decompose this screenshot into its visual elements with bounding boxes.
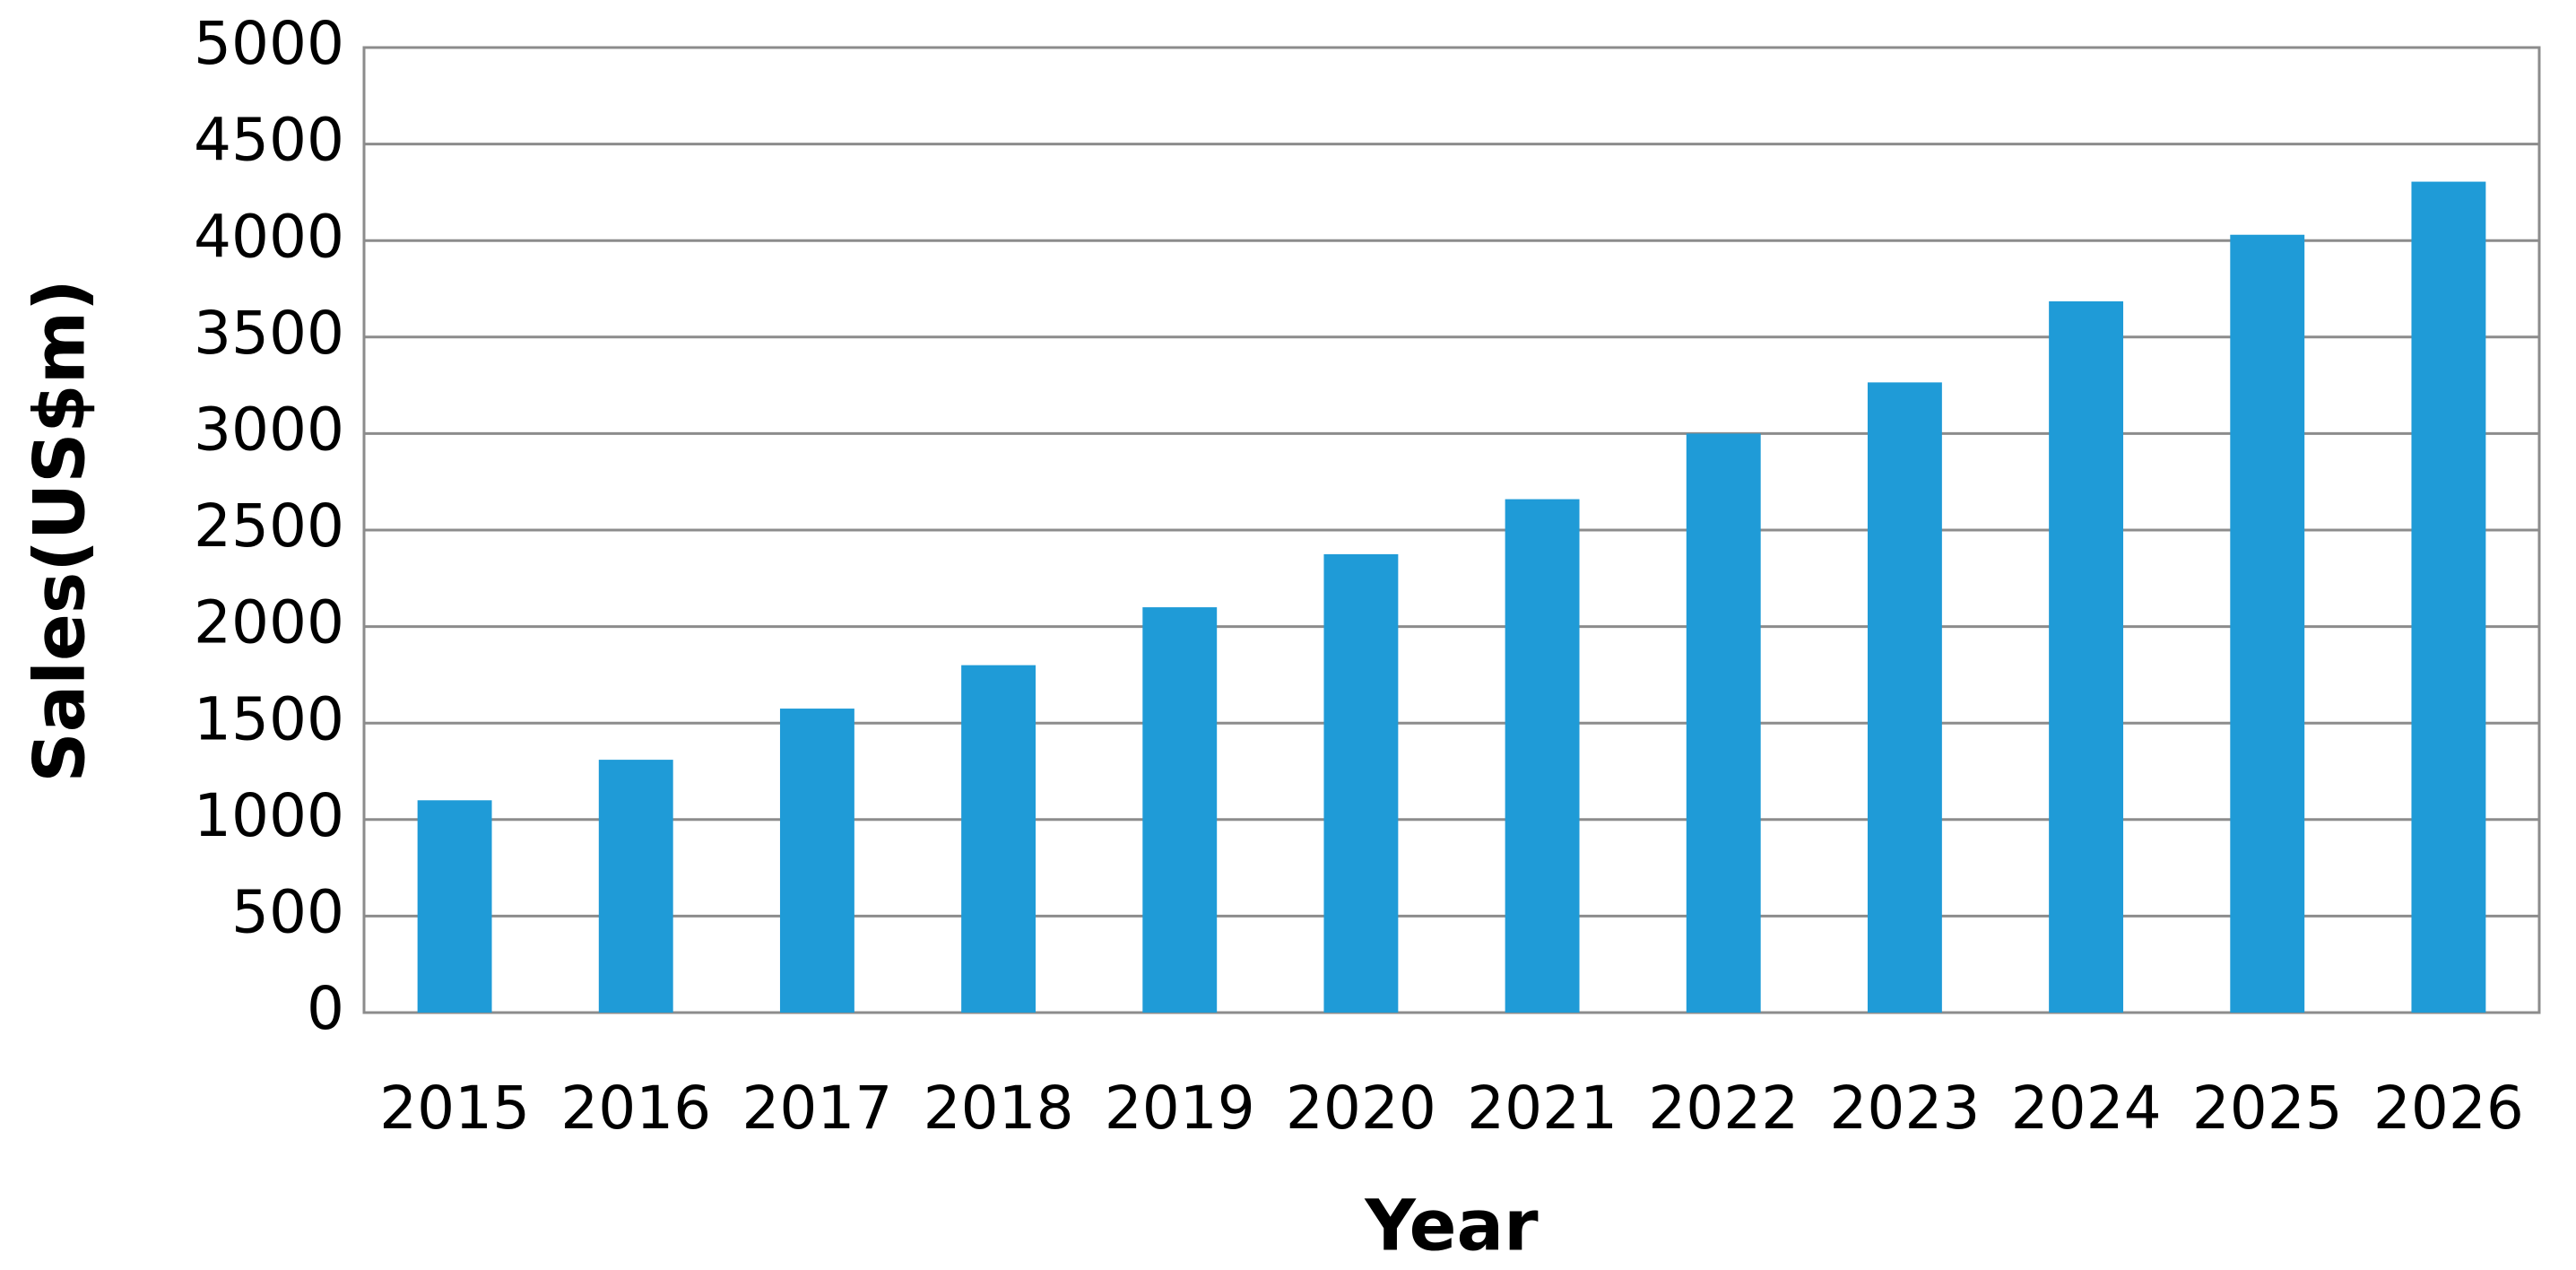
bar — [417, 800, 492, 1013]
y-axis-title: Sales(US$m) — [20, 279, 100, 782]
bar — [1686, 433, 1761, 1013]
bar — [1867, 382, 1942, 1013]
y-tick-label: 5000 — [194, 9, 344, 78]
x-tick-label: 2022 — [1648, 1074, 1799, 1143]
x-tick-label: 2015 — [379, 1074, 530, 1143]
bar — [1142, 607, 1218, 1013]
x-tick-label: 2018 — [924, 1074, 1074, 1143]
bar — [598, 760, 673, 1013]
x-tick-label: 2020 — [1286, 1074, 1436, 1143]
y-tick-label: 500 — [231, 877, 344, 946]
bar — [2230, 234, 2305, 1013]
y-tick-label: 0 — [307, 974, 344, 1043]
bar — [1505, 499, 1580, 1013]
y-tick-label: 4500 — [194, 106, 344, 175]
y-tick-label: 1500 — [194, 684, 344, 753]
y-tick-label: 2000 — [194, 588, 344, 657]
y-tick-label: 4000 — [194, 202, 344, 271]
x-tick-label: 2019 — [1105, 1074, 1255, 1143]
y-tick-label: 3000 — [194, 395, 344, 464]
y-tick-label: 1000 — [194, 781, 344, 850]
bar — [2411, 181, 2486, 1013]
bar — [779, 709, 854, 1013]
y-tick-label: 2500 — [194, 491, 344, 561]
x-tick-label: 2021 — [1467, 1074, 1618, 1143]
bar — [2049, 300, 2124, 1013]
x-tick-label: 2023 — [1829, 1074, 1980, 1143]
x-tick-label: 2025 — [2192, 1074, 2343, 1143]
x-tick-label: 2026 — [2373, 1074, 2524, 1143]
x-tick-label: 2016 — [560, 1074, 711, 1143]
y-tick-label: 3500 — [194, 299, 344, 368]
plot-frame — [362, 46, 2541, 1014]
x-axis-title: Year — [1364, 1186, 1539, 1266]
x-tick-label: 2017 — [742, 1074, 892, 1143]
bar — [1323, 553, 1399, 1013]
x-tick-label: 2024 — [2011, 1074, 2162, 1143]
bar — [961, 665, 1036, 1013]
